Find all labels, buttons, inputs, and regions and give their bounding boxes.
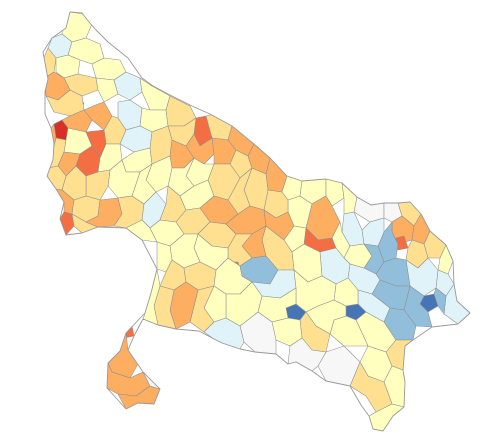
district-region — [353, 196, 385, 223]
district-region — [121, 325, 135, 339]
district-region — [139, 77, 171, 111]
district-region — [437, 244, 454, 275]
district-region — [239, 311, 277, 355]
district-regions — [43, 12, 470, 431]
district-region — [107, 159, 141, 199]
district-region — [95, 77, 119, 103]
district-region — [107, 332, 139, 379]
state-outline — [42, 11, 471, 432]
district-region — [433, 287, 447, 315]
